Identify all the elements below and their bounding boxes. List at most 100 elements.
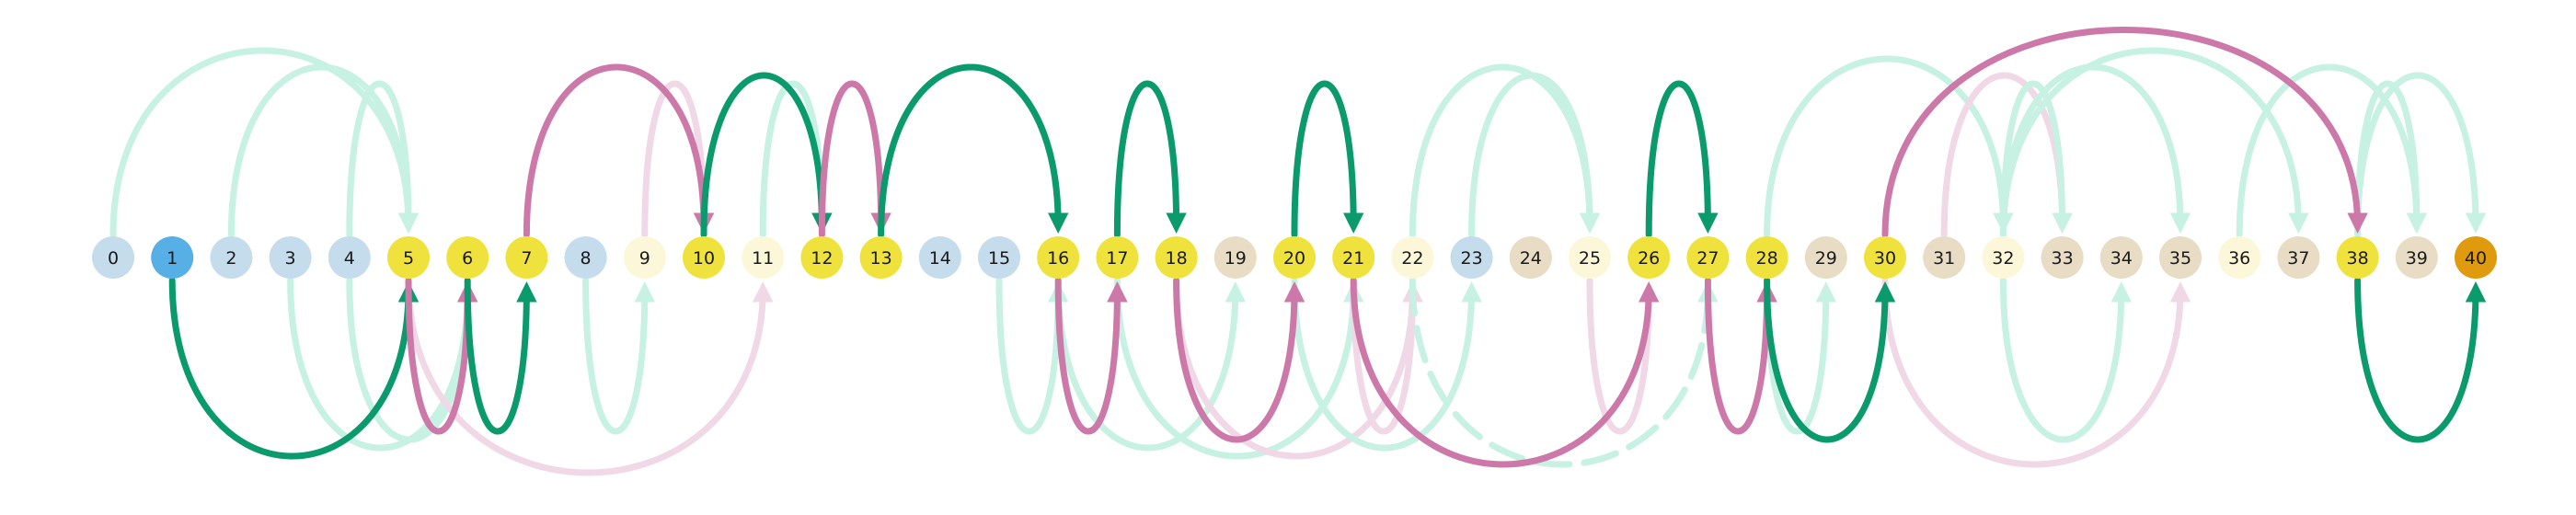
edge-17-to-21 — [1113, 277, 1364, 460]
node-label: 22 — [1401, 248, 1423, 269]
node-label: 18 — [1166, 248, 1188, 269]
edge-9-to-10 — [641, 80, 715, 238]
node-8: 8 — [564, 236, 607, 279]
node-34: 34 — [2099, 236, 2143, 279]
node-11: 11 — [742, 236, 785, 279]
edge-22-to-27 — [1409, 277, 1719, 468]
node-circle — [1923, 236, 1966, 279]
node-circle — [1864, 236, 1906, 279]
edge-13-to-16 — [878, 63, 1069, 238]
node-6: 6 — [446, 236, 489, 279]
node-label: 35 — [2169, 248, 2191, 269]
edges-layer — [109, 27, 2487, 476]
edge-26-to-27 — [1645, 80, 1719, 238]
node-20: 20 — [1273, 236, 1316, 279]
edge-32-to-37 — [1999, 47, 2309, 238]
node-40: 40 — [2455, 236, 2497, 279]
node-circle — [2041, 236, 2084, 279]
node-12: 12 — [800, 236, 844, 279]
node-label: 31 — [1933, 248, 1955, 269]
node-circle — [505, 236, 548, 279]
edge-2-to-5 — [227, 63, 420, 238]
node-circle — [1391, 236, 1434, 279]
edge-18-to-20 — [1173, 277, 1305, 443]
node-circle — [446, 236, 489, 279]
node-label: 23 — [1461, 248, 1483, 269]
node-label: 25 — [1579, 248, 1601, 269]
node-label: 38 — [2347, 248, 2369, 269]
node-label: 11 — [752, 248, 774, 269]
node-39: 39 — [2395, 236, 2438, 279]
node-28: 28 — [1745, 236, 1788, 279]
edge-17-to-18 — [1113, 80, 1187, 238]
node-label: 34 — [2110, 248, 2133, 269]
node-label: 3 — [285, 248, 296, 269]
node-0: 0 — [92, 236, 134, 279]
node-25: 25 — [1569, 236, 1611, 279]
node-circle — [978, 236, 1020, 279]
node-label: 5 — [403, 248, 414, 269]
edge-28-to-30 — [1764, 277, 1896, 443]
node-circle — [1627, 236, 1671, 279]
node-31: 31 — [1923, 236, 1966, 279]
node-label: 2 — [225, 248, 236, 269]
node-circle — [623, 236, 666, 279]
node-circle — [210, 236, 253, 279]
node-circle — [328, 236, 371, 279]
node-14: 14 — [918, 236, 961, 279]
node-circle — [742, 236, 785, 279]
node-label: 33 — [2052, 248, 2074, 269]
node-label: 10 — [693, 248, 715, 269]
node-circle — [2455, 236, 2497, 279]
node-17: 17 — [1096, 236, 1139, 279]
edge-23-to-25 — [1468, 72, 1601, 238]
node-18: 18 — [1155, 236, 1198, 279]
node-circle — [1569, 236, 1611, 279]
node-circle — [564, 236, 607, 279]
node-circle — [2099, 236, 2143, 279]
node-circle — [1155, 236, 1198, 279]
nodes-layer: 0 1 2 3 4 5 6 7 8 9 10 11 12 13 14 15 16 17 18 19 20 21 22 23 24… — [92, 236, 2497, 279]
edge-10-to-12 — [700, 72, 833, 238]
node-32: 32 — [1982, 236, 2025, 279]
node-circle — [1745, 236, 1788, 279]
node-label: 32 — [1992, 248, 2014, 269]
node-13: 13 — [859, 236, 903, 279]
edge-25-to-26 — [1586, 277, 1660, 435]
edge-18-to-22 — [1173, 277, 1423, 460]
node-36: 36 — [2218, 236, 2261, 279]
edge-32-to-33 — [1999, 80, 2073, 238]
node-26: 26 — [1627, 236, 1671, 279]
node-label: 4 — [344, 248, 355, 269]
node-label: 28 — [1756, 248, 1778, 269]
edge-21-to-22 — [1350, 277, 1423, 435]
node-circle — [2395, 236, 2438, 279]
edge-5-to-11 — [405, 277, 774, 476]
node-circle — [1509, 236, 1552, 279]
node-35: 35 — [2159, 236, 2202, 279]
edge-20-to-23 — [1291, 277, 1482, 452]
edge-20-to-21 — [1291, 80, 1364, 238]
node-37: 37 — [2277, 236, 2320, 279]
node-circle — [269, 236, 312, 279]
node-2: 2 — [210, 236, 253, 279]
node-38: 38 — [2336, 236, 2379, 279]
node-circle — [1096, 236, 1139, 279]
edge-1-to-5 — [168, 277, 420, 460]
node-circle — [859, 236, 903, 279]
node-circle — [2336, 236, 2379, 279]
node-circle — [1213, 236, 1257, 279]
node-circle — [800, 236, 844, 279]
node-9: 9 — [623, 236, 666, 279]
node-24: 24 — [1509, 236, 1552, 279]
node-circle — [1450, 236, 1493, 279]
edge-4-to-5 — [346, 80, 420, 238]
node-label: 6 — [462, 248, 473, 269]
edge-16-to-17 — [1054, 277, 1128, 435]
node-label: 16 — [1047, 248, 1069, 269]
node-22: 22 — [1391, 236, 1434, 279]
node-23: 23 — [1450, 236, 1493, 279]
node-label: 9 — [639, 248, 650, 269]
node-circle — [2277, 236, 2320, 279]
